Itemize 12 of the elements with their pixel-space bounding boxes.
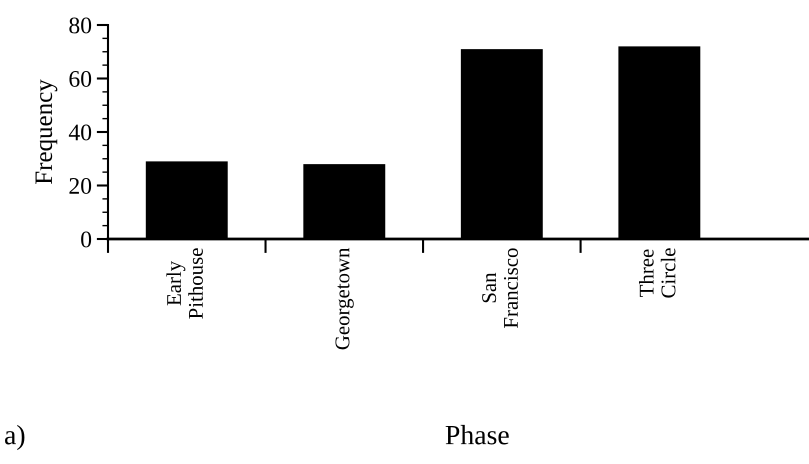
x-tick-label: San Francisco: [482, 248, 518, 328]
x-tick-label: Early Pithouse: [166, 248, 203, 319]
y-tick-label: 40: [68, 124, 92, 140]
y-tick-label: 60: [69, 70, 92, 87]
y-axis-title: Frequency: [36, 79, 58, 184]
text: a): [5, 424, 24, 450]
y-tick-label: 0: [81, 231, 92, 248]
y-tick-label: 80: [69, 17, 92, 34]
x-tick-label: Georgetown: [335, 248, 354, 350]
x-axis-title: Phase: [446, 424, 509, 444]
y-tick-label: 20: [69, 178, 92, 194]
x-tick-label: Three Circle: [639, 248, 676, 298]
